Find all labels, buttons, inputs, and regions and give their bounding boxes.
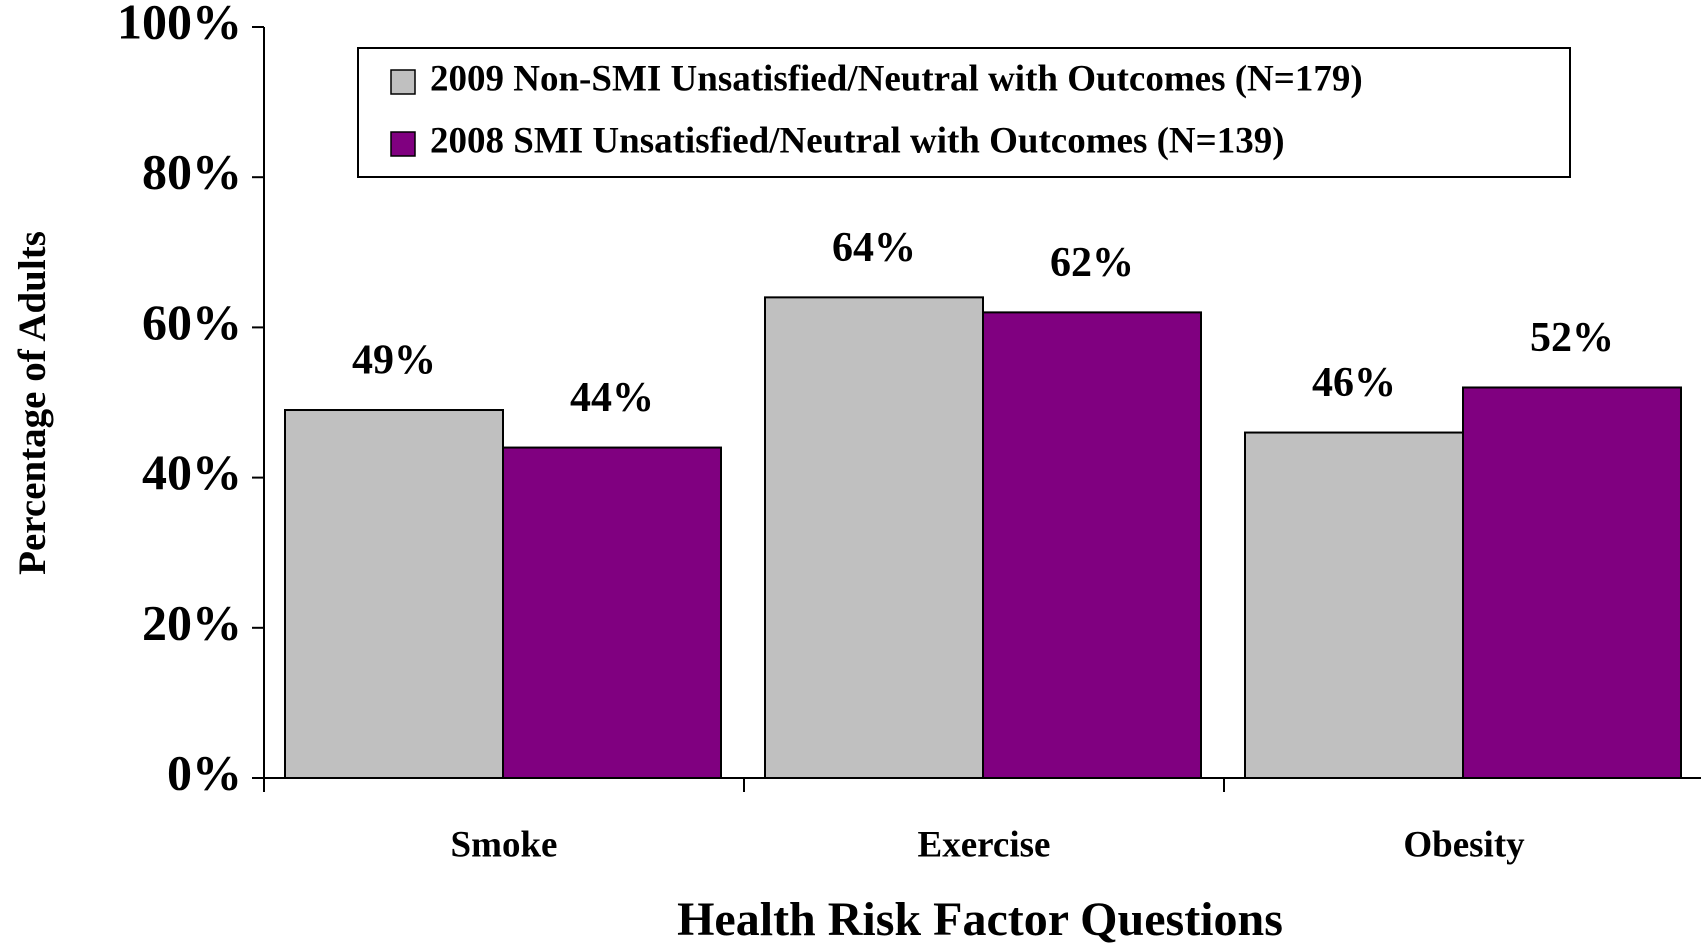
x-tick-label: Exercise [918,824,1051,865]
x-tick-label: Smoke [451,824,558,865]
x-tick-label: Obesity [1403,824,1525,865]
bar [502,446,722,779]
bar [764,296,984,779]
y-tick-label: 80% [142,144,242,200]
legend-label: 2009 Non-SMI Unsatisfied/Neutral with Ou… [430,58,1363,99]
legend-swatch [390,131,416,157]
y-tick-label: 100% [117,0,242,49]
x-axis-title: Health Risk Factor Questions [677,893,1283,946]
y-tick-label: 60% [142,294,242,350]
value-label: 64% [832,225,916,271]
legend-label: 2008 SMI Unsatisfied/Neutral with Outcom… [430,120,1285,161]
bar [1462,386,1682,779]
y-tick-label: 0% [167,744,242,800]
value-label: 46% [1312,360,1396,406]
value-label: 52% [1530,315,1614,361]
y-tick-label: 40% [142,444,242,500]
y-axis-title: Percentage of Adults [11,231,54,575]
legend-swatch [390,69,416,95]
bar [1244,431,1464,779]
bar [284,409,504,779]
value-label: 62% [1050,240,1134,286]
value-label: 44% [570,375,654,421]
legend-box [357,47,1571,178]
value-label: 49% [352,338,436,384]
y-tick-label: 20% [142,594,242,650]
bar [982,311,1202,779]
